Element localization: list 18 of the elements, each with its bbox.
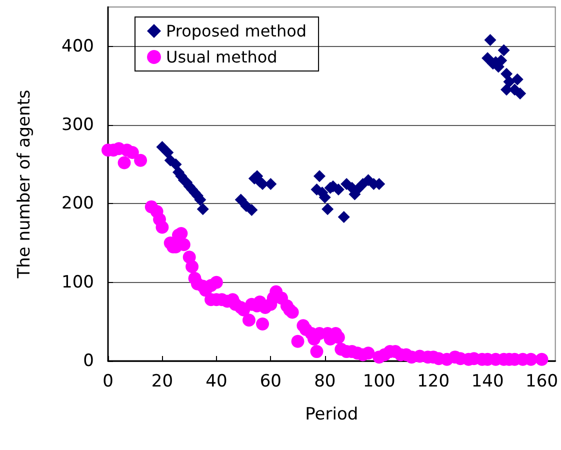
y-axis-title: The number of agents <box>14 90 34 280</box>
x-tick-label: 140 <box>471 372 504 392</box>
x-tick-label: 40 <box>206 372 228 392</box>
legend-label: Proposed method <box>166 22 307 40</box>
y-tick-label: 400 <box>62 36 94 56</box>
x-tick-label: 80 <box>314 372 336 392</box>
x-tick-label: 60 <box>260 372 282 392</box>
x-axis-title: Period <box>305 404 358 424</box>
x-tick-label: 100 <box>362 372 396 392</box>
legend-label: Usual method <box>166 48 278 66</box>
y-tick-label: 0 <box>83 351 94 371</box>
x-tick-label: 0 <box>102 372 114 392</box>
y-tick-label: 100 <box>62 272 94 292</box>
x-tick-label: 160 <box>526 372 558 392</box>
x-tick-label: 120 <box>417 372 450 392</box>
y-tick-label: 200 <box>62 194 94 214</box>
y-tick-label: 300 <box>62 115 94 135</box>
x-tick-label: 20 <box>151 372 174 392</box>
